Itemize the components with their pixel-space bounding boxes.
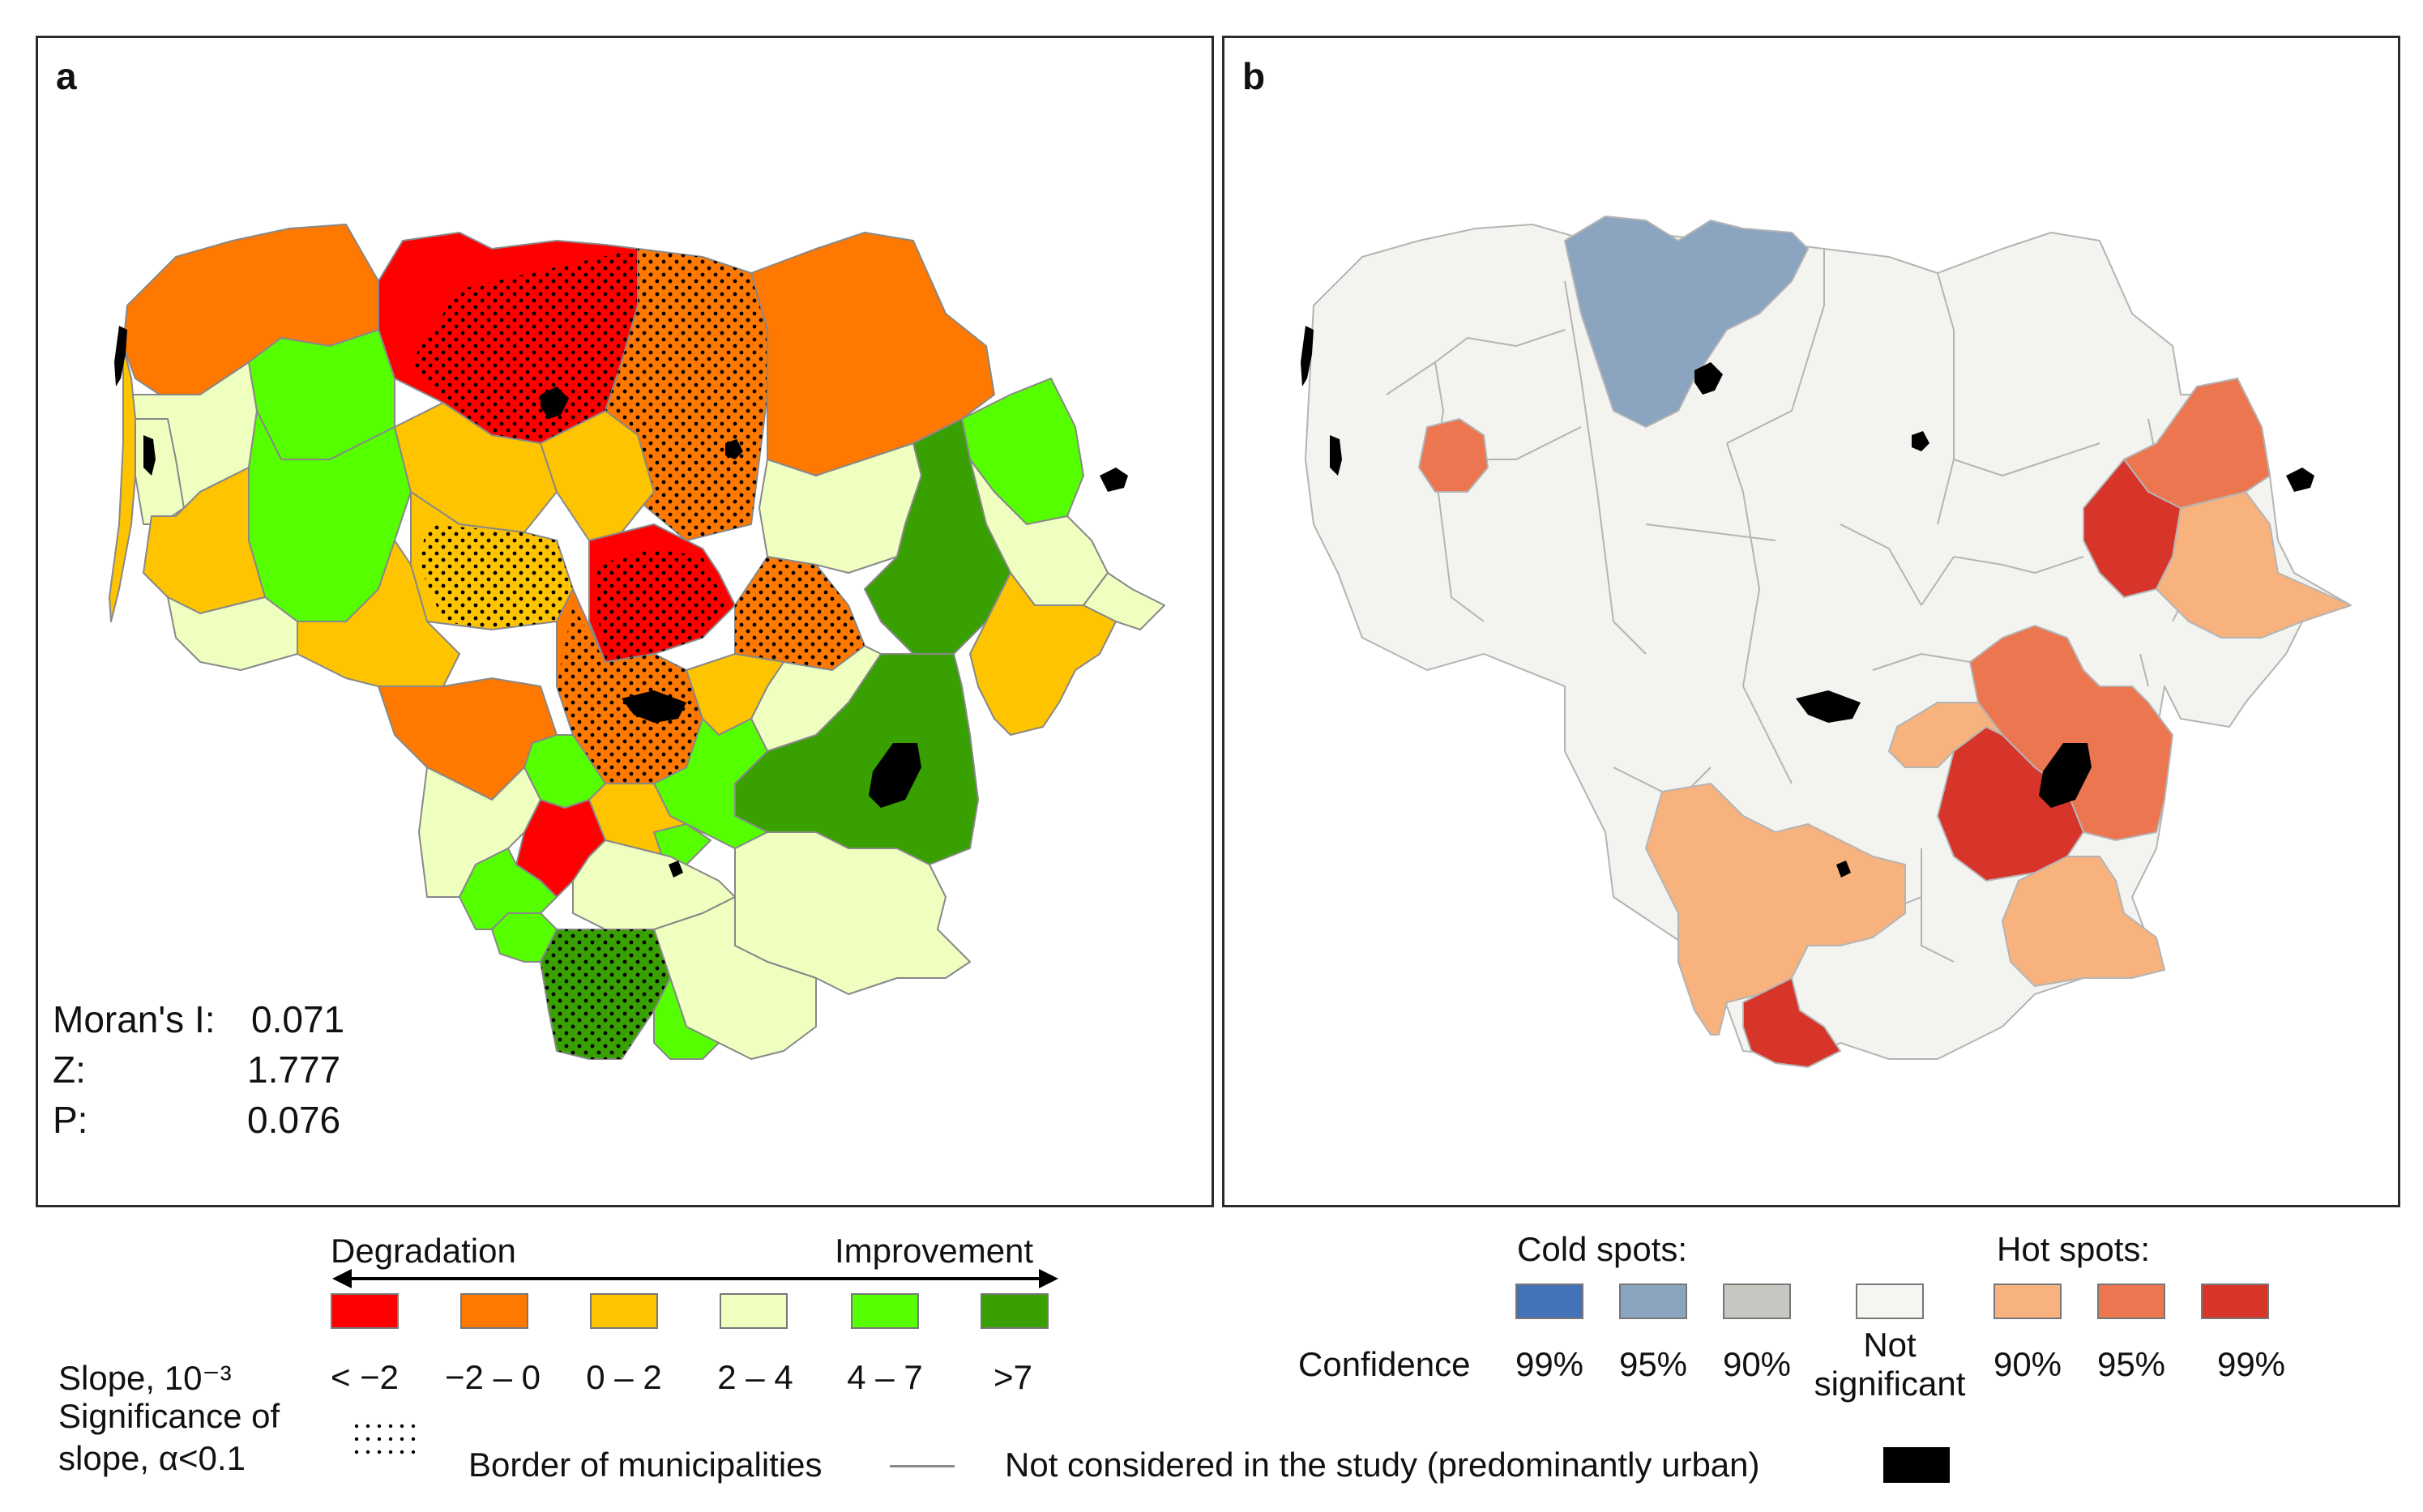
panel-a: a xyxy=(36,36,1214,1207)
confidence-class-label: 95% xyxy=(2096,1345,2166,1383)
municipality-green xyxy=(491,912,558,963)
confidence-class-label: 90% xyxy=(1993,1345,2062,1383)
p-value: 0.076 xyxy=(247,1099,341,1141)
map-hotspots xyxy=(1301,216,2352,1068)
urban-area xyxy=(2039,743,2092,808)
map-slope-trend xyxy=(109,224,1165,1060)
border-label: Border of municipalities xyxy=(468,1446,823,1484)
improvement-label: Improvement xyxy=(835,1232,1034,1270)
not-significant-label-line2: significant xyxy=(1814,1365,1966,1403)
slope-class-label: < −2 xyxy=(330,1358,400,1396)
not-significant-label: Not xyxy=(1863,1326,1917,1364)
municipality-green xyxy=(653,977,720,1060)
p-label: P: xyxy=(53,1099,88,1141)
slope-class-label: 4 – 7 xyxy=(847,1358,923,1396)
moran-label: Moran's I: xyxy=(53,998,216,1040)
slope-title: Slope, 10⁻³ xyxy=(58,1359,232,1397)
hot-spot-90 xyxy=(2002,856,2165,987)
moran-value: 0.071 xyxy=(251,998,345,1040)
urban-area xyxy=(1836,861,1851,878)
municipality-green xyxy=(459,848,558,930)
slope-swatch-minus2-0 xyxy=(460,1293,528,1329)
municipality-pale xyxy=(1034,572,1165,630)
slope-class-label: 0 – 2 xyxy=(586,1358,662,1396)
urban-area xyxy=(1912,431,1929,451)
hotspot-swatch-hot-95 xyxy=(2097,1283,2165,1319)
municipality-pale xyxy=(167,596,298,671)
municipality-green xyxy=(653,823,712,865)
hot-spots-title: Hot spots: xyxy=(1997,1230,2151,1268)
urban-area xyxy=(1330,435,1342,476)
slope-swatch-lt-minus2 xyxy=(331,1293,399,1329)
panel-b: b xyxy=(1222,36,2400,1207)
panel-a-label: a xyxy=(56,55,77,97)
significance-title-line2: slope, α<0.1 xyxy=(58,1439,246,1477)
urban-area xyxy=(622,690,686,723)
confidence-class-label: 95% xyxy=(1618,1345,1688,1383)
significance-dots-swatch xyxy=(354,1424,416,1454)
confidence-class-label: 99% xyxy=(1515,1345,1584,1383)
urban-area xyxy=(725,439,743,459)
slope-class-label: >7 xyxy=(994,1358,1032,1396)
significance-title: Significance of xyxy=(58,1397,280,1435)
urban-area xyxy=(1694,362,1723,395)
slope-swatch-4-7 xyxy=(851,1293,919,1329)
urban-label: Not considered in the study (predominant… xyxy=(1005,1446,1760,1484)
municipality-yellow xyxy=(297,540,460,687)
urban-area xyxy=(869,743,921,808)
urban-area xyxy=(541,387,569,419)
urban-area xyxy=(114,326,127,387)
urban-area xyxy=(1100,468,1128,492)
z-label: Z: xyxy=(53,1049,86,1091)
municipality-yellow xyxy=(540,410,655,541)
hot-spot-90 xyxy=(2156,491,2352,639)
confidence-class-label: 90% xyxy=(1722,1345,1792,1383)
slope-class-label: −2 – 0 xyxy=(445,1358,541,1396)
hot-spot-90 xyxy=(1888,702,2003,768)
urban-area xyxy=(1301,326,1314,387)
confidence-label: Confidence xyxy=(1298,1345,1471,1383)
hotspot-swatch-hot-90 xyxy=(1994,1283,2062,1319)
hotspot-swatch-hot-99 xyxy=(2201,1283,2269,1319)
slope-swatch-gt7 xyxy=(981,1293,1049,1329)
cold-spots-title: Cold spots: xyxy=(1517,1230,1688,1268)
slope-class-label: 2 – 4 xyxy=(717,1358,793,1396)
urban-area xyxy=(143,435,156,476)
confidence-class-label: 99% xyxy=(2216,1345,2286,1383)
hotspot-swatch-cold-99 xyxy=(1515,1283,1583,1319)
spatial-autocorrelation-stats: Moran's I: 0.071 Z: 1.777 P: 0.076 xyxy=(53,994,442,1145)
hot-spot-90 xyxy=(1645,783,1906,1036)
panel-b-label: b xyxy=(1242,55,1266,97)
urban-swatch xyxy=(1883,1447,1950,1483)
border-line-swatch xyxy=(890,1465,955,1467)
hot-spot-99 xyxy=(1742,977,1841,1068)
slope-swatch-0-2 xyxy=(590,1293,658,1329)
hotspot-swatch-cold-90 xyxy=(1723,1283,1791,1319)
hotspot-swatch-not-significant xyxy=(1856,1283,1924,1319)
urban-area xyxy=(669,861,683,878)
urban-area xyxy=(2286,468,2314,492)
lithuania-outline xyxy=(1305,224,2352,1060)
hot-spot-95 xyxy=(1418,418,1489,493)
degradation-label: Degradation xyxy=(331,1232,516,1270)
z-value: 1.777 xyxy=(247,1049,341,1091)
urban-area xyxy=(1796,690,1861,723)
slope-swatch-2-4 xyxy=(720,1293,788,1329)
hotspot-swatch-cold-95 xyxy=(1619,1283,1687,1319)
municipality-yellow xyxy=(109,345,136,622)
degradation-improvement-arrow xyxy=(332,1269,1058,1288)
cold-spot-95 xyxy=(1564,216,1809,428)
